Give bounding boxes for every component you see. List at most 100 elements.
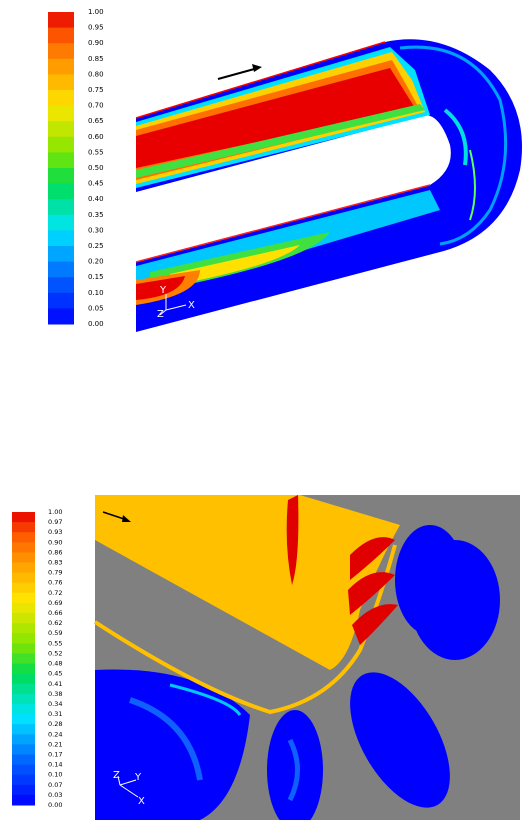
colorbar-swatch (48, 199, 74, 216)
bend-streak (469, 149, 476, 221)
colorbar-label: 0.48 (48, 660, 62, 668)
colorbar-label: 0.70 (88, 102, 104, 110)
colorbar-swatch (48, 58, 74, 75)
colorbar-label: 0.10 (48, 771, 62, 779)
blue-lobe (95, 669, 250, 820)
colorbar-label: 0.55 (48, 639, 62, 647)
colorbar-label: 0.15 (88, 273, 104, 281)
pipe-edge (135, 41, 386, 119)
colorbar-swatch (48, 183, 74, 200)
colorbar-swatch (48, 12, 74, 29)
colorbar-label: 0.40 (88, 195, 104, 203)
colorbar-swatch (48, 121, 74, 138)
colorbar-label: 0.72 (48, 589, 62, 597)
colorbar-swatch (48, 136, 74, 153)
colorbar-swatch (48, 90, 74, 107)
blue-lobe (395, 525, 465, 635)
red-streak (350, 537, 395, 580)
colorbar-swatch (48, 43, 74, 60)
colorbar-label: 1.00 (88, 8, 104, 16)
colorbar-swatch (12, 602, 35, 614)
colorbar-label: 0.20 (88, 258, 104, 266)
colorbar-swatch (12, 592, 35, 604)
upper-leg-green (136, 104, 425, 178)
colorbar-swatch (12, 764, 35, 776)
lower-leg-yellow (170, 245, 300, 286)
colorbar-swatch (48, 261, 74, 278)
colorbar-swatch (12, 623, 35, 634)
colorbar-label: 0.52 (48, 649, 62, 657)
colorbar-swatch (12, 653, 35, 665)
flow-arrow-head (252, 64, 262, 72)
colorbar-swatch (12, 582, 35, 594)
bend-streak (443, 108, 468, 166)
colorbar-label: 0.10 (88, 289, 104, 297)
colorbar-swatch (48, 230, 74, 247)
axis-triad (159, 294, 187, 316)
colorbar-swatch (12, 522, 35, 533)
colorbar-label: 0.60 (88, 133, 104, 141)
colorbar-label: 1.00 (48, 508, 62, 516)
colorbar-label: 0.28 (48, 720, 62, 728)
colorbar-swatch (12, 724, 35, 735)
colorbar-swatch (12, 633, 35, 644)
colorbar-label: 0.00 (88, 320, 104, 328)
colorbar-label: 0.00 (48, 801, 62, 809)
colorbar-swatch (48, 308, 74, 325)
colorbar-label: 0.85 (88, 55, 104, 63)
colorbar-swatch (48, 277, 74, 294)
colorbar-label: 0.38 (48, 690, 62, 698)
colorbar-label: 0.65 (88, 117, 104, 125)
colorbar-label: 0.45 (88, 180, 104, 188)
colorbar-label: 0.24 (48, 730, 62, 738)
axis-label: Z (113, 770, 120, 781)
axis-label: X (138, 796, 145, 807)
colorbar-swatch (12, 572, 35, 584)
colorbar-swatch (48, 105, 74, 122)
colorbar-label: 0.95 (88, 24, 104, 32)
colorbar-swatch (48, 214, 74, 231)
pipe-edge (135, 184, 431, 263)
colorbar-label: 0.14 (48, 761, 62, 769)
colorbar-swatch (48, 168, 74, 185)
colorbar-swatch (12, 754, 35, 766)
colorbar-label: 0.97 (48, 518, 62, 526)
colorbar-swatch (48, 27, 74, 44)
red-streak (352, 604, 398, 645)
colorbar-label: 0.62 (48, 619, 62, 627)
axis-label: X (188, 300, 195, 311)
colorbar-label: 0.69 (48, 599, 62, 607)
colorbar-label: 0.05 (88, 304, 104, 312)
colorbar-swatch (12, 512, 35, 523)
colorbar-swatch (48, 246, 74, 263)
bend-streak (399, 45, 508, 246)
colorbar-label: 0.75 (88, 86, 104, 94)
blue-swirl (287, 738, 300, 802)
colorbar-label: 0.35 (88, 211, 104, 219)
colorbar-label: 0.76 (48, 579, 62, 587)
colorbar-label: 0.59 (48, 629, 62, 637)
colorbar-swatch (12, 693, 35, 705)
colorbar-label: 0.17 (48, 750, 62, 758)
colorbar-swatch (12, 552, 35, 564)
colorbar-swatch (12, 663, 35, 675)
colorbar-label: 0.31 (48, 710, 62, 718)
colorbar-swatch (12, 794, 35, 806)
colorbar-swatch (48, 152, 74, 169)
top-panel (135, 39, 522, 332)
colorbar-label: 0.80 (88, 70, 104, 78)
colorbar-swatch (12, 562, 35, 574)
upper-leg-red (136, 68, 415, 168)
colorbar-label: 0.03 (48, 791, 62, 799)
colorbar-label: 0.66 (48, 609, 62, 617)
axis-label: Y (159, 285, 167, 296)
colorbar-label: 0.07 (48, 781, 62, 789)
colorbar-swatch (12, 734, 35, 745)
colorbar-label: 0.41 (48, 680, 62, 688)
axis-triad (117, 775, 139, 798)
colorbar-label: 0.55 (88, 148, 104, 156)
colorbar-swatch (48, 74, 74, 91)
colorbar-label: 0.86 (48, 548, 62, 556)
colorbar-swatch (12, 673, 35, 685)
